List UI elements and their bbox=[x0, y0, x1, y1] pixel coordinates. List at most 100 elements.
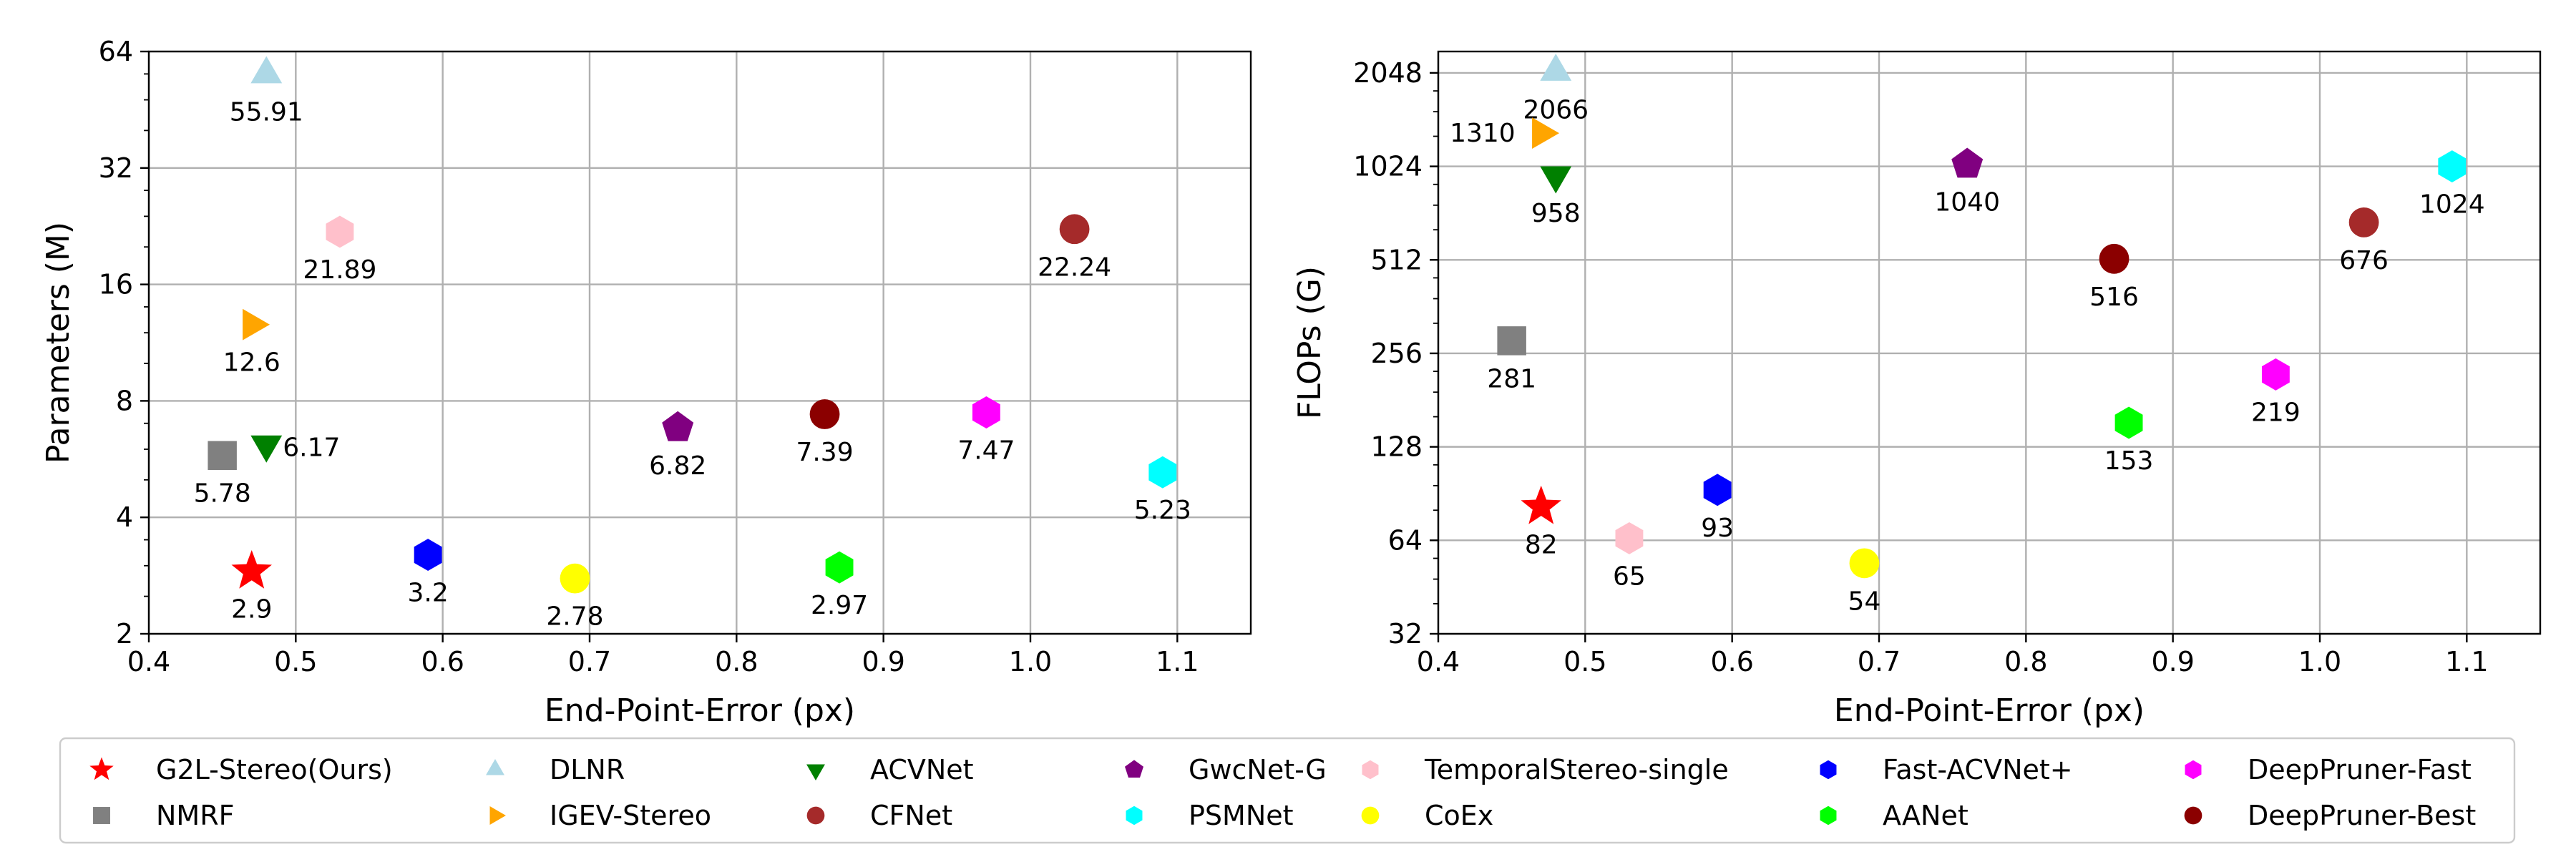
legend-label-cfnet: CFNet bbox=[870, 800, 952, 831]
legend-marker-fast-acvnet bbox=[1820, 760, 1837, 780]
point-deeppruner-best bbox=[809, 399, 840, 429]
legend-marker-coex bbox=[1361, 806, 1380, 825]
data-label-fast-acvnet: 93 bbox=[1701, 514, 1734, 543]
legend-marker-nmrf bbox=[93, 807, 110, 824]
point-g2l-stereo-ours bbox=[231, 550, 272, 589]
y-tick-label: 32 bbox=[1388, 618, 1423, 650]
legend-marker-deeppruner-fast bbox=[2185, 760, 2202, 780]
x-tick-label: 0.6 bbox=[1710, 646, 1753, 677]
point-dlnr bbox=[1540, 53, 1572, 81]
point-dlnr bbox=[250, 56, 283, 84]
legend-marker-acvnet bbox=[806, 764, 825, 780]
legend-label-deeppruner-fast: DeepPruner-Fast bbox=[2248, 754, 2472, 785]
x-tick-label: 0.8 bbox=[715, 646, 758, 677]
point-coex bbox=[1849, 548, 1880, 579]
data-label-g2l-stereo-ours: 82 bbox=[1525, 531, 1558, 560]
data-label-deeppruner-best: 516 bbox=[2089, 283, 2139, 312]
legend-label-fast-acvnet: Fast-ACVNet+ bbox=[1883, 754, 2073, 785]
point-igev-stereo bbox=[1532, 117, 1560, 150]
y-tick-label: 32 bbox=[99, 152, 133, 184]
x-tick-label: 0.8 bbox=[2004, 646, 2047, 677]
data-label-deeppruner-fast: 7.47 bbox=[957, 436, 1015, 465]
legend-label-g2l-stereo-ours: G2L-Stereo(Ours) bbox=[156, 754, 393, 785]
data-label-fast-acvnet: 3.2 bbox=[408, 579, 449, 608]
point-gwcnet-g bbox=[662, 411, 694, 441]
x-axis-label-flops: End-Point-Error (px) bbox=[1834, 692, 2145, 729]
data-label-deeppruner-best: 7.39 bbox=[796, 438, 853, 467]
y-tick-label: 2048 bbox=[1353, 57, 1423, 89]
data-label-psmnet: 5.23 bbox=[1134, 496, 1191, 525]
plot-frame bbox=[147, 50, 1252, 635]
point-psmnet bbox=[1148, 456, 1177, 489]
y-tick-label: 4 bbox=[116, 501, 133, 533]
data-label-igev-stereo: 12.6 bbox=[223, 348, 280, 378]
point-fast-acvnet bbox=[414, 539, 442, 572]
data-label-cfnet: 676 bbox=[2339, 246, 2389, 275]
data-label-cfnet: 22.24 bbox=[1038, 253, 1111, 282]
point-deeppruner-fast bbox=[972, 396, 1000, 428]
legend-marker-aanet bbox=[1820, 805, 1837, 826]
legend-label-deeppruner-best: DeepPruner-Best bbox=[2248, 800, 2476, 831]
data-label-coex: 54 bbox=[1848, 587, 1881, 616]
point-deeppruner-fast bbox=[2261, 358, 2290, 391]
point-psmnet bbox=[2438, 150, 2467, 183]
point-aanet bbox=[825, 551, 854, 584]
point-igev-stereo bbox=[243, 308, 270, 341]
y-tick-label: 2 bbox=[116, 618, 133, 650]
point-nmrf bbox=[208, 441, 237, 470]
point-aanet bbox=[2114, 406, 2143, 439]
legend-label-temporalstereo-single: TemporalStereo-single bbox=[1424, 754, 1729, 785]
point-temporalstereo-single bbox=[326, 215, 354, 248]
data-label-g2l-stereo-ours: 2.9 bbox=[231, 595, 272, 625]
y-tick-label: 128 bbox=[1370, 431, 1423, 463]
point-gwcnet-g bbox=[1951, 147, 1984, 178]
data-label-temporalstereo-single: 21.89 bbox=[303, 255, 376, 285]
legend-label-igev-stereo: IGEV-Stereo bbox=[550, 800, 711, 831]
data-label-acvnet: 958 bbox=[1531, 199, 1581, 228]
legend-marker-deeppruner-best bbox=[2184, 806, 2202, 825]
point-cfnet bbox=[2348, 207, 2379, 237]
x-tick-label: 0.4 bbox=[1417, 646, 1460, 677]
y-tick-label: 64 bbox=[1388, 524, 1423, 556]
data-label-nmrf: 5.78 bbox=[194, 479, 251, 509]
legend-marker-gwcnet-g bbox=[1125, 760, 1143, 778]
point-acvnet bbox=[250, 435, 283, 463]
legend-marker-g2l-stereo-ours bbox=[89, 757, 114, 780]
data-label-aanet: 2.97 bbox=[811, 591, 868, 620]
x-tick-label: 1.0 bbox=[1009, 646, 1052, 677]
x-axis-label-parameters: End-Point-Error (px) bbox=[545, 692, 855, 729]
legend-label-gwcnet-g: GwcNet-G bbox=[1189, 754, 1327, 785]
x-tick-label: 0.6 bbox=[421, 646, 464, 677]
x-tick-label: 0.9 bbox=[2151, 646, 2194, 677]
x-tick-label: 0.7 bbox=[1858, 646, 1901, 677]
data-label-temporalstereo-single: 65 bbox=[1613, 562, 1646, 591]
data-label-gwcnet-g: 1040 bbox=[1934, 188, 2000, 217]
data-label-gwcnet-g: 6.82 bbox=[649, 451, 706, 481]
point-coex bbox=[560, 563, 590, 594]
y-tick-label: 8 bbox=[116, 385, 133, 416]
data-label-igev-stereo: 1310 bbox=[1450, 119, 1516, 148]
x-tick-label: 1.1 bbox=[1156, 646, 1199, 677]
data-label-dlnr: 55.91 bbox=[230, 98, 303, 127]
point-nmrf bbox=[1497, 326, 1526, 356]
y-tick-label: 256 bbox=[1370, 338, 1423, 369]
legend-marker-cfnet bbox=[806, 806, 825, 825]
legend-marker-igev-stereo bbox=[489, 806, 506, 825]
y-axis-label-parameters: Parameters (M) bbox=[40, 222, 77, 464]
data-label-nmrf: 281 bbox=[1487, 364, 1536, 393]
x-tick-label: 0.9 bbox=[862, 646, 904, 677]
point-g2l-stereo-ours bbox=[1521, 485, 1561, 524]
data-label-acvnet: 6.17 bbox=[283, 433, 340, 462]
point-cfnet bbox=[1059, 214, 1090, 245]
legend-marker-temporalstereo-single bbox=[1362, 760, 1379, 780]
point-acvnet bbox=[1540, 166, 1572, 194]
legend-marker-psmnet bbox=[1126, 805, 1143, 826]
x-tick-label: 1.1 bbox=[2445, 646, 2488, 677]
plot-frame bbox=[1437, 50, 2542, 635]
x-tick-label: 0.5 bbox=[274, 646, 317, 677]
point-temporalstereo-single bbox=[1615, 521, 1644, 554]
chart-parameters-vs-epe: 0.4 0.5 0.6 0.7 0.8 0.9 1.0 1.1 2 4 8 16 32 64 2.9 5.78… bbox=[99, 36, 1252, 677]
legend-label-dlnr: DLNR bbox=[550, 754, 625, 785]
